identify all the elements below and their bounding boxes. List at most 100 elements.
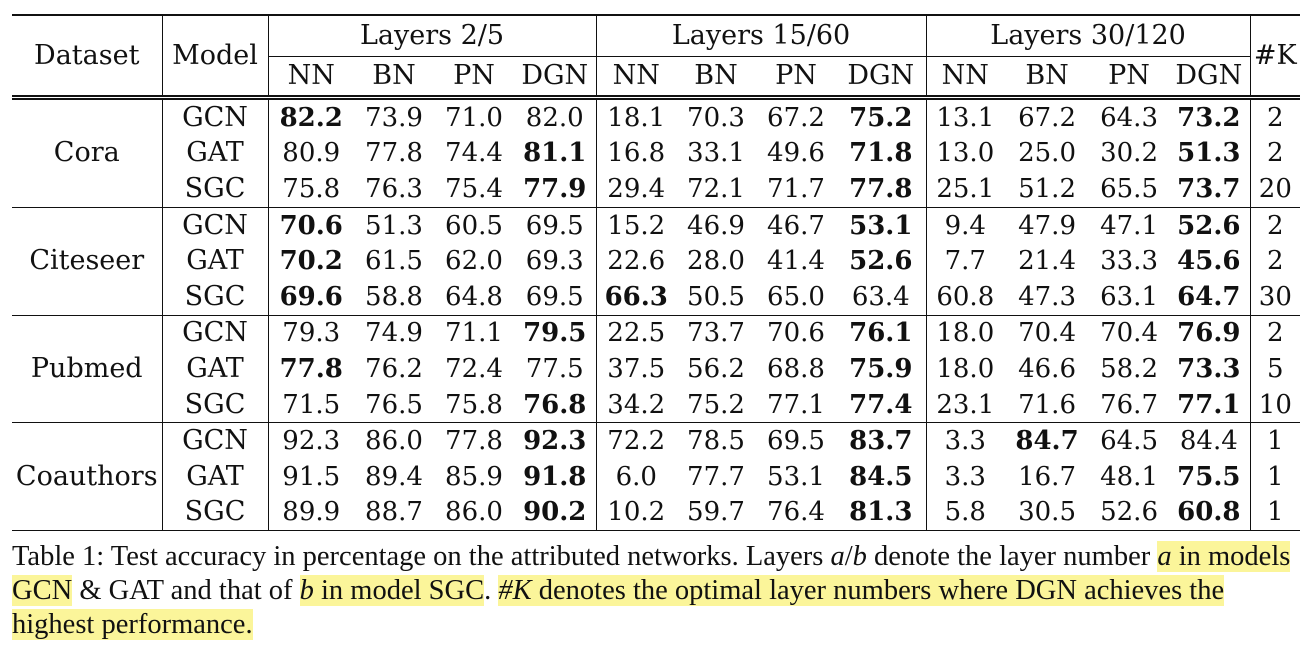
optimal-k-cell: 20: [1250, 171, 1301, 208]
accuracy-cell: 37.5: [607, 353, 666, 384]
accuracy-cell: 71.7: [756, 171, 836, 208]
accuracy-cell: 66.3: [596, 278, 676, 316]
header-method: NN: [268, 56, 354, 100]
accuracy-cell: 46.7: [767, 210, 825, 241]
table-row: GAT 70.2 61.5 62.0 69.3 22.6 28.0 41.4 52.6 7.7 21…: [12, 243, 1300, 279]
accuracy-cell: 60.8: [1168, 494, 1251, 532]
accuracy-cell: 23.1: [926, 386, 1005, 424]
header-method: DGN: [514, 56, 597, 100]
header-group-2: Layers 15/60: [596, 14, 927, 57]
accuracy-cell: 61.5: [365, 246, 423, 277]
optimal-k-cell: 30: [1250, 278, 1301, 316]
accuracy-cell: 71.6: [1004, 386, 1091, 424]
accuracy-cell: 33.1: [687, 138, 745, 169]
optimal-k-cell: 10: [1250, 386, 1301, 424]
accuracy-cell: 51.3: [365, 210, 423, 241]
model-name: SGC: [162, 278, 269, 316]
accuracy-cell: 28.0: [687, 246, 745, 277]
accuracy-cell: 72.1: [676, 171, 756, 208]
accuracy-cell: 73.7: [1168, 171, 1251, 208]
caption-text: & GAT and that of: [72, 575, 300, 606]
optimal-k-cell: 2: [1267, 138, 1284, 169]
accuracy-cell: 52.6: [836, 243, 927, 279]
table-row: GAT 91.5 89.4 85.9 91.8 6.0 77.7 53.1 84.5 3.3 16.…: [12, 458, 1300, 495]
results-table-wrapper: Dataset Model Layers 2/5 Layers 15/60 La…: [12, 14, 1301, 532]
dataset-name: Coauthors: [12, 422, 163, 532]
caption-math: b: [299, 575, 314, 606]
accuracy-cell: 50.5: [676, 278, 756, 316]
accuracy-cell: 67.2: [1018, 102, 1076, 133]
accuracy-cell: 75.2: [836, 97, 927, 136]
accuracy-cell: 30.5: [1004, 494, 1091, 532]
accuracy-cell: 25.0: [1018, 138, 1076, 169]
accuracy-cell: 16.8: [607, 138, 666, 169]
accuracy-cell: 16.7: [1018, 461, 1076, 492]
caption-text: .: [484, 575, 499, 606]
results-table: Dataset Model Layers 2/5 Layers 15/60 La…: [12, 14, 1301, 532]
accuracy-cell: 77.1: [1168, 386, 1251, 424]
model-name: GCN: [162, 207, 269, 244]
accuracy-cell: 60.8: [926, 278, 1005, 316]
accuracy-cell: 60.5: [445, 210, 503, 241]
model-name: GCN: [162, 97, 269, 136]
accuracy-cell: 53.1: [836, 207, 927, 244]
accuracy-cell: 77.7: [687, 461, 745, 492]
accuracy-cell: 73.7: [687, 318, 745, 349]
table-row: Citeseer GCN 70.6 51.3 60.5 69.5 15.2 46.9 46.7 5…: [12, 207, 1300, 316]
header-method: NN: [596, 56, 676, 100]
accuracy-cell: 70.4: [1100, 318, 1158, 349]
header-method: DGN: [1168, 56, 1251, 100]
accuracy-cell: 84.7: [1015, 426, 1079, 457]
model-name: GAT: [162, 243, 269, 279]
model-name: GAT: [162, 458, 269, 495]
optimal-k-cell: 2: [1267, 210, 1284, 241]
accuracy-cell: 86.0: [434, 494, 514, 532]
optimal-k-cell: 1: [1250, 494, 1301, 532]
accuracy-cell: 13.0: [936, 138, 995, 169]
model-name: SGC: [162, 171, 269, 208]
accuracy-cell: 77.9: [514, 171, 597, 208]
accuracy-cell: 71.1: [445, 318, 503, 349]
accuracy-cell: 71.8: [836, 135, 927, 172]
accuracy-cell: 63.4: [836, 278, 927, 316]
table-row: GAT 80.9 77.8 74.4 81.1 16.8 33.1 49.6 71.8 13.0 2…: [12, 135, 1300, 172]
accuracy-cell: 76.2: [365, 353, 423, 384]
table-row: SGC 69.6 58.8 64.8 69.5 66.3 50.5 65.0 63.4 60.8 4…: [12, 278, 1301, 316]
table-caption: Table 1: Test accuracy in percentage on …: [12, 540, 1302, 642]
accuracy-cell: 72.4: [445, 353, 503, 384]
accuracy-cell: 18.0: [936, 353, 995, 384]
accuracy-cell: 67.2: [767, 102, 825, 133]
model-name: GCN: [162, 315, 269, 352]
accuracy-cell: 78.5: [687, 426, 745, 457]
table-row: GAT 77.8 76.2 72.4 77.5 37.5 56.2 68.8 75.9 18.0 4…: [12, 351, 1300, 387]
caption-text: denote the layer number: [866, 541, 1158, 572]
accuracy-cell: 46.6: [1018, 353, 1076, 384]
accuracy-cell: 76.8: [514, 386, 597, 424]
accuracy-cell: 51.2: [1004, 171, 1091, 208]
results-body: Cora GCN 82.2 73.9 71.0 82.0 18.1 70.3 67.2 75.2 1…: [12, 97, 1301, 532]
accuracy-cell: 79.5: [514, 315, 597, 352]
accuracy-cell: 69.5: [514, 207, 597, 244]
optimal-k-cell: 2: [1267, 246, 1284, 277]
accuracy-cell: 34.2: [596, 386, 676, 424]
accuracy-cell: 85.9: [445, 461, 503, 492]
accuracy-cell: 86.0: [365, 426, 423, 457]
accuracy-cell: 89.9: [268, 494, 354, 532]
accuracy-cell: 76.9: [1168, 315, 1251, 352]
accuracy-cell: 80.9: [282, 138, 341, 169]
accuracy-cell: 64.3: [1100, 102, 1158, 133]
accuracy-cell: 69.5: [514, 278, 597, 316]
accuracy-cell: 58.8: [354, 278, 434, 316]
dataset-name: Citeseer: [12, 207, 163, 316]
accuracy-cell: 41.4: [767, 246, 825, 277]
accuracy-cell: 64.8: [434, 278, 514, 316]
accuracy-cell: 29.4: [596, 171, 676, 208]
optimal-k-cell: 1: [1267, 426, 1284, 457]
header-method: BN: [1004, 56, 1091, 100]
header-method: BN: [676, 56, 756, 100]
model-name: GAT: [162, 351, 269, 387]
header-group-1: Layers 2/5: [268, 14, 597, 57]
accuracy-cell: 70.6: [767, 318, 825, 349]
accuracy-cell: 18.1: [607, 102, 666, 133]
accuracy-cell: 91.5: [282, 461, 341, 492]
